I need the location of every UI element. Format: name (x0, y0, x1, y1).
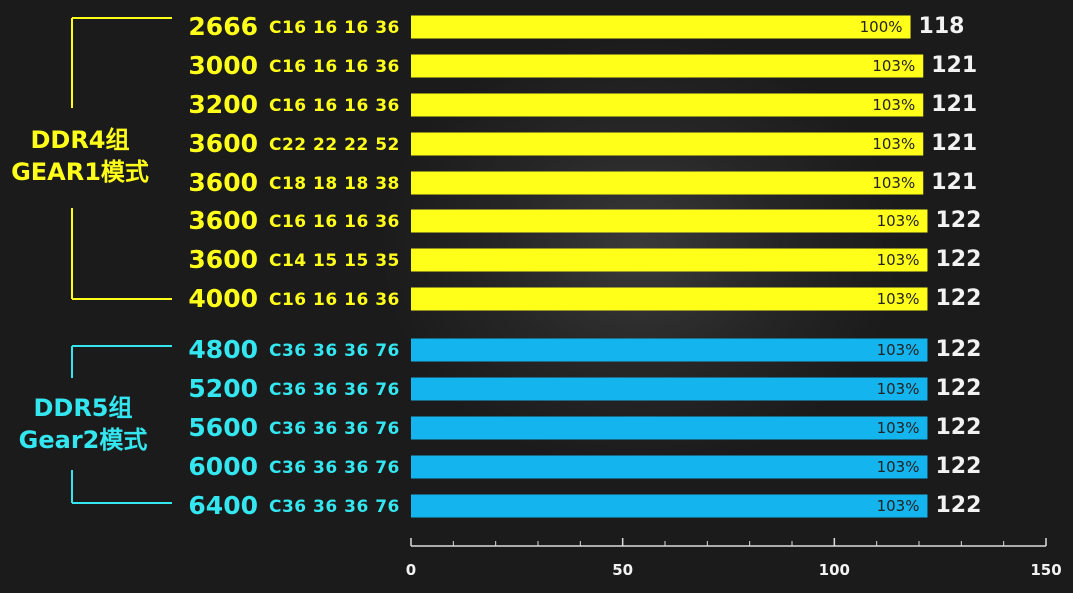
row-speed-label: 3600 (188, 168, 258, 197)
bar (411, 287, 928, 311)
row-timing-label: C16 16 16 36 (269, 18, 400, 38)
bar (411, 15, 911, 39)
bar (411, 494, 928, 518)
group-label-ddr4-line1: DDR4组 (30, 126, 130, 154)
row-timing-label: C16 16 16 36 (269, 212, 400, 232)
bar-percent-label: 103% (872, 96, 916, 114)
bar-value-label: 122 (935, 208, 982, 233)
row-speed-label: 5200 (188, 374, 258, 403)
bar (411, 338, 928, 362)
bar-percent-label: 103% (876, 380, 920, 398)
row-timing-label: C36 36 36 76 (269, 380, 400, 400)
group-label-ddr4-line2: GEAR1模式 (11, 158, 149, 186)
row-speed-label: 6400 (188, 491, 258, 520)
row-speed-label: 3200 (188, 90, 258, 119)
row-speed-label: 5600 (188, 413, 258, 442)
row-timing-label: C36 36 36 76 (269, 458, 400, 478)
x-tick-label: 150 (1030, 561, 1062, 579)
bar (411, 54, 924, 78)
bar (411, 377, 928, 401)
row-speed-label: 2666 (188, 12, 258, 41)
bar-percent-label: 103% (876, 419, 920, 437)
bar-percent-label: 103% (872, 174, 916, 192)
bar-value-label: 121 (931, 170, 978, 195)
bar-percent-label: 103% (876, 458, 920, 476)
bar-value-label: 122 (935, 376, 982, 401)
row-timing-label: C36 36 36 76 (269, 341, 400, 361)
bar (411, 132, 924, 156)
x-tick-label: 0 (405, 561, 417, 579)
row-speed-label: 3600 (188, 129, 258, 158)
bar (411, 171, 924, 195)
row-speed-label: 3600 (188, 245, 258, 274)
row-timing-label: C16 16 16 36 (269, 290, 400, 310)
bar-percent-label: 103% (876, 341, 920, 359)
bar-value-label: 122 (935, 454, 982, 479)
bar-value-label: 122 (935, 415, 982, 440)
bar-percent-label: 103% (872, 135, 916, 153)
bar-value-label: 121 (931, 92, 978, 117)
x-tick-label: 100 (818, 561, 850, 579)
bar-value-label: 121 (931, 131, 978, 156)
row-timing-label: C36 36 36 76 (269, 497, 400, 517)
bar-value-label: 118 (918, 14, 965, 39)
bar-value-label: 122 (935, 286, 982, 311)
group-label-ddr4: DDR4组 GEAR1模式 (0, 124, 160, 188)
row-speed-label: 3600 (188, 206, 258, 235)
bar-percent-label: 103% (876, 497, 920, 515)
row-timing-label: C14 15 15 35 (269, 251, 400, 271)
x-tick-label: 50 (612, 561, 634, 579)
bar-value-label: 121 (931, 53, 978, 78)
row-speed-label: 4800 (188, 335, 258, 364)
group-label-ddr5-line2: Gear2模式 (18, 426, 148, 454)
row-speed-label: 4000 (188, 284, 258, 313)
bar-percent-label: 103% (872, 57, 916, 75)
row-timing-label: C16 16 16 36 (269, 96, 400, 116)
bar (411, 93, 924, 117)
bar (411, 248, 928, 272)
row-speed-label: 3000 (188, 51, 258, 80)
bar-percent-label: 103% (876, 290, 920, 308)
bar (411, 416, 928, 440)
bar-value-label: 122 (935, 493, 982, 518)
bar (411, 209, 928, 233)
bar-value-label: 122 (935, 337, 982, 362)
row-timing-label: C22 22 22 52 (269, 135, 400, 155)
group-label-ddr5-line1: DDR5组 (33, 394, 133, 422)
bar (411, 455, 928, 479)
group-label-ddr5: DDR5组 Gear2模式 (0, 392, 166, 456)
bar-percent-label: 103% (876, 212, 920, 230)
row-timing-label: C16 16 16 36 (269, 57, 400, 77)
row-timing-label: C36 36 36 76 (269, 419, 400, 439)
row-timing-label: C18 18 18 38 (269, 174, 400, 194)
bar-percent-label: 103% (876, 251, 920, 269)
row-speed-label: 6000 (188, 452, 258, 481)
bar-percent-label: 100% (859, 18, 903, 36)
bar-value-label: 122 (935, 247, 982, 272)
